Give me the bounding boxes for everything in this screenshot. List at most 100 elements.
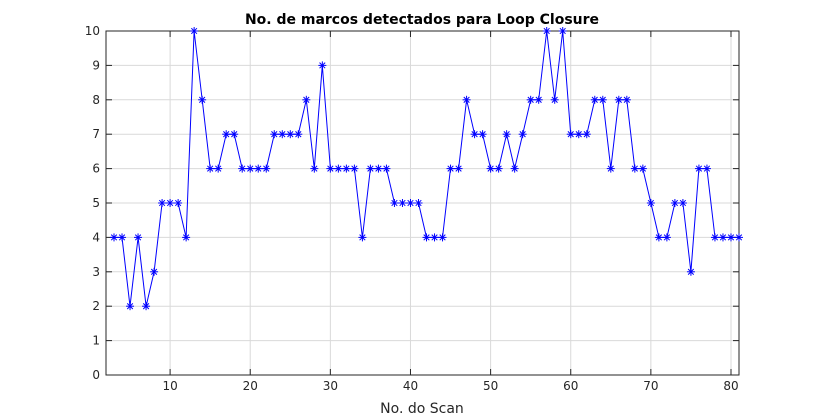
data-point-stroke: [239, 165, 246, 172]
data-point-stroke: [198, 96, 206, 103]
data-point: [710, 233, 719, 242]
data-point: [166, 199, 175, 207]
x-tick-label: 30: [323, 379, 338, 393]
data-point: [646, 199, 655, 207]
data-point-stroke: [575, 131, 582, 138]
data-point-stroke: [351, 165, 358, 172]
data-point: [670, 199, 679, 207]
data-point-stroke: [455, 165, 462, 172]
data-point-stroke: [134, 234, 142, 241]
data-point: [694, 164, 703, 173]
data-point-stroke: [118, 234, 126, 241]
data-point-stroke: [671, 199, 679, 207]
data-point-stroke: [247, 165, 254, 172]
data-point-stroke: [719, 234, 727, 241]
data-point: [550, 95, 559, 104]
data-point: [662, 233, 671, 242]
data-point: [118, 233, 127, 242]
y-tick-label: 3: [92, 265, 100, 279]
data-point: [430, 233, 439, 242]
data-point-stroke: [303, 96, 310, 103]
y-tick-label: 8: [92, 93, 100, 107]
data-point: [182, 233, 191, 242]
data-point: [174, 199, 183, 207]
data-point-stroke: [583, 131, 590, 138]
data-point: [614, 95, 623, 104]
y-tick-label: 9: [92, 58, 100, 72]
x-tick-label: 80: [723, 379, 738, 393]
data-point-stroke: [295, 131, 302, 138]
data-point: [414, 199, 423, 207]
data-point: [366, 164, 375, 173]
data-point: [262, 164, 271, 173]
y-tick-label: 2: [92, 299, 100, 313]
data-point-stroke: [343, 165, 350, 172]
grid: [106, 30, 739, 376]
data-point: [590, 95, 599, 104]
data-point-stroke: [335, 165, 342, 172]
data-point: [630, 164, 639, 173]
axis-ticks: 10 20 30 40 50 60 70 80 0 1 2 3 4 5 6 7 8 9 10: [85, 24, 739, 393]
data-point: [438, 233, 447, 242]
data-point-stroke: [695, 165, 703, 172]
data-point-stroke: [647, 199, 655, 207]
data-point-stroke: [551, 96, 558, 103]
data-point-stroke: [223, 131, 230, 138]
data-point: [638, 164, 647, 173]
data-point-stroke: [431, 234, 438, 241]
data-point-stroke: [727, 234, 735, 241]
data-point: [678, 199, 687, 207]
data-point: [350, 164, 359, 173]
data-point-stroke: [407, 199, 414, 207]
data-point-stroke: [279, 131, 286, 138]
data-point: [542, 27, 551, 35]
data-point-stroke: [255, 165, 262, 172]
x-tick-label: 60: [563, 379, 578, 393]
data-point-stroke: [447, 165, 454, 172]
data-point: [534, 95, 543, 104]
data-point-stroke: [471, 131, 478, 138]
data-point: [334, 164, 343, 173]
y-tick-label: 6: [92, 162, 100, 176]
data-point-stroke: [375, 165, 382, 172]
data-point-stroke: [487, 165, 494, 172]
data-point: [142, 302, 151, 311]
data-point: [198, 95, 207, 104]
data-point-stroke: [711, 234, 719, 241]
data-point: [254, 164, 263, 173]
data-point: [286, 130, 295, 139]
x-tick-label: 40: [403, 379, 418, 393]
data-point-stroke: [503, 131, 510, 138]
data-point-stroke: [383, 165, 390, 172]
data-point-stroke: [207, 165, 214, 172]
data-point-stroke: [399, 199, 406, 207]
x-tick-label: 10: [162, 379, 177, 393]
data-point-stroke: [327, 165, 334, 172]
data-point-stroke: [367, 165, 374, 172]
data-point: [150, 267, 159, 276]
data-point-stroke: [655, 234, 663, 241]
data-point-stroke: [174, 199, 182, 207]
data-point-stroke: [263, 165, 270, 172]
data-point-stroke: [623, 96, 630, 103]
data-point: [726, 233, 735, 242]
data-point: [222, 130, 231, 139]
data-point: [454, 164, 463, 173]
data-point-stroke: [166, 199, 174, 207]
x-axis-label: No. do Scan: [380, 401, 464, 417]
data-point-stroke: [311, 165, 318, 172]
series-layer: [110, 27, 743, 311]
data-point: [398, 199, 407, 207]
x-tick-label: 20: [243, 379, 258, 393]
data-point-stroke: [182, 234, 190, 241]
data-point-stroke: [287, 131, 294, 138]
data-point-stroke: [535, 96, 542, 103]
data-point: [246, 164, 255, 173]
data-point-stroke: [463, 96, 470, 103]
data-point: [574, 130, 583, 139]
data-point: [158, 199, 167, 207]
data-point: [510, 164, 519, 173]
x-tick-label: 50: [483, 379, 498, 393]
data-point: [382, 164, 391, 173]
